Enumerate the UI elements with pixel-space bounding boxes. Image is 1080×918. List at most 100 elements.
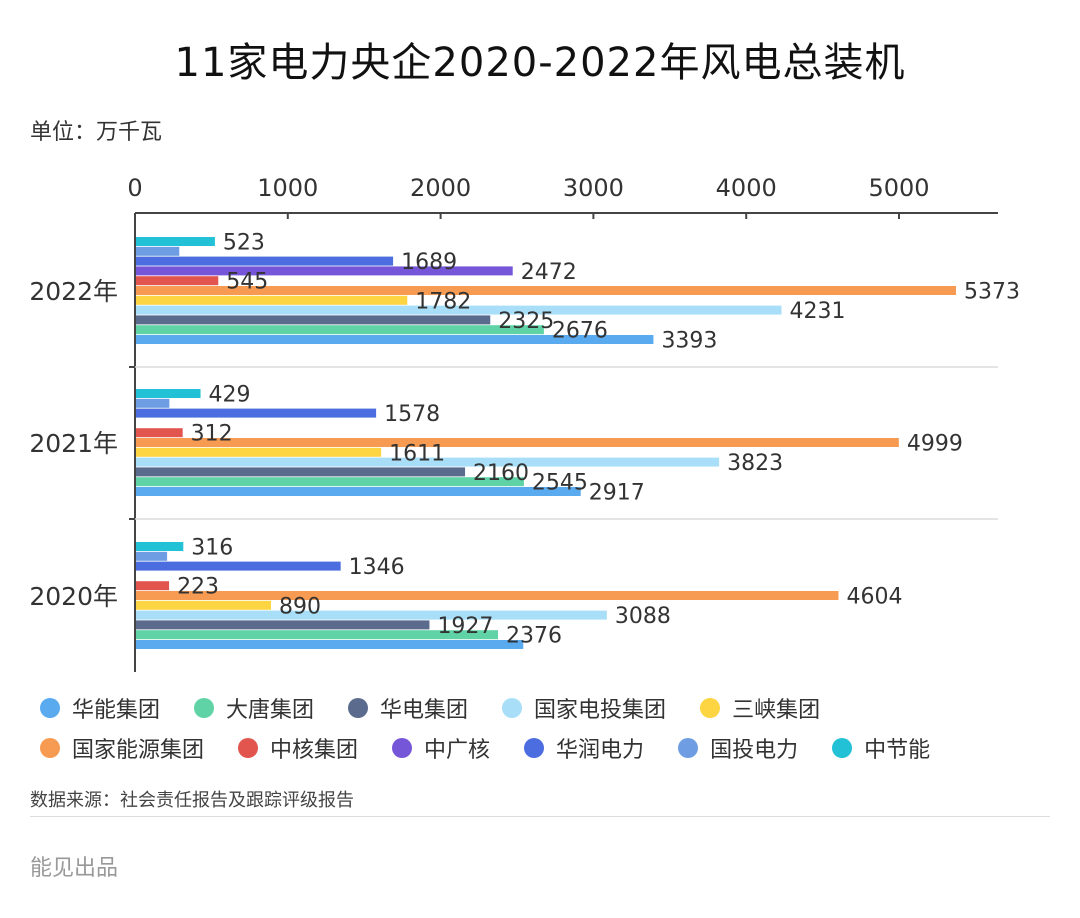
bar-国投电力 xyxy=(136,246,180,256)
bar-华能集团 xyxy=(136,335,654,344)
legend: 华能集团 大唐集团 华电集团 国家电投集团 三峡集团 国家能源集团 中核集团 中广核 华润电力… xyxy=(40,688,1060,768)
bar-中核集团 xyxy=(136,276,219,286)
bar-chart: 0 1000 2000 3000 4000 5000 2022年 523 1689 2472 545… xyxy=(29,174,1020,672)
legend-item: 中核集团 xyxy=(238,732,358,764)
brand-label: 能见出品 xyxy=(30,856,119,881)
legend-item: 国家电投集团 xyxy=(502,692,666,724)
bar-中节能 xyxy=(136,389,201,398)
legend-swatch xyxy=(40,738,60,758)
legend-label: 中节能 xyxy=(864,738,931,763)
legend-item: 中广核 xyxy=(392,732,490,764)
bar-国家电投集团 xyxy=(136,305,782,315)
legend-item: 华能集团 xyxy=(40,692,160,724)
data-label: 890 xyxy=(279,594,321,619)
legend-item: 大唐集团 xyxy=(194,692,314,724)
legend-label: 中核集团 xyxy=(270,738,359,763)
data-label: 2325 xyxy=(498,309,554,334)
data-label: 3088 xyxy=(615,604,671,629)
data-label: 429 xyxy=(209,383,251,408)
x-tick-label: 4000 xyxy=(716,174,777,202)
legend-item: 中节能 xyxy=(832,732,930,764)
bar-大唐集团 xyxy=(136,477,524,487)
bar-华能集团 xyxy=(136,487,581,496)
bar-中核集团 xyxy=(136,581,170,591)
bar-国投电力 xyxy=(136,551,168,561)
bar-华润电力 xyxy=(136,561,341,571)
legend-label: 中广核 xyxy=(424,738,491,763)
legend-label: 华电集团 xyxy=(380,698,469,723)
legend-swatch xyxy=(700,698,721,718)
data-label: 4231 xyxy=(789,299,845,324)
data-label: 2376 xyxy=(506,624,562,649)
x-tick-label: 5000 xyxy=(868,174,929,202)
data-label: 3823 xyxy=(727,451,783,476)
bar-中节能 xyxy=(136,542,184,551)
data-label: 1346 xyxy=(349,555,405,580)
legend-row: 国家能源集团 中核集团 中广核 华润电力 国投电力 中节能 xyxy=(40,728,1060,768)
legend-item: 华润电力 xyxy=(524,732,644,764)
bar-三峡集团 xyxy=(136,447,382,457)
legend-label: 华能集团 xyxy=(72,698,161,723)
bar-国家电投集团 xyxy=(136,610,607,620)
legend-swatch xyxy=(392,738,413,758)
bar-华电集团 xyxy=(136,467,466,477)
bar-大唐集团 xyxy=(136,630,499,640)
legend-swatch xyxy=(502,698,523,718)
bar-国家能源集团 xyxy=(136,591,839,600)
legend-item: 国家能源集团 xyxy=(40,732,204,764)
legend-label: 大唐集团 xyxy=(226,698,315,723)
bar-华电集团 xyxy=(136,620,430,630)
bar-国投电力 xyxy=(136,398,170,408)
data-label: 1578 xyxy=(384,402,440,427)
data-label: 2676 xyxy=(552,319,608,344)
legend-swatch xyxy=(348,698,369,718)
data-label: 312 xyxy=(191,422,233,447)
legend-item: 三峡集团 xyxy=(700,692,820,724)
data-label: 2160 xyxy=(473,461,529,486)
legend-item: 国投电力 xyxy=(678,732,798,764)
legend-swatch xyxy=(40,698,60,718)
bar-华能集团 xyxy=(136,640,524,649)
x-tick-label: 3000 xyxy=(563,174,624,202)
data-label: 1782 xyxy=(415,289,471,314)
data-label: 545 xyxy=(226,270,268,295)
category-label: 2021年 xyxy=(29,429,118,458)
bar-中核集团 xyxy=(136,428,183,438)
data-label: 2472 xyxy=(521,260,577,285)
data-label: 1611 xyxy=(389,441,445,466)
data-label: 4604 xyxy=(846,585,902,610)
legend-swatch xyxy=(524,738,545,758)
legend-label: 国家电投集团 xyxy=(534,698,667,723)
data-label: 523 xyxy=(223,231,265,256)
bar-国家电投集团 xyxy=(136,457,720,467)
bar-国家能源集团 xyxy=(136,438,899,447)
x-tick-label: 0 xyxy=(127,174,142,202)
bar-国家能源集团 xyxy=(136,286,956,295)
x-tick-label: 2000 xyxy=(410,174,471,202)
legend-swatch xyxy=(238,738,259,758)
bar-华润电力 xyxy=(136,256,394,266)
category-label: 2022年 xyxy=(29,277,118,306)
bar-华润电力 xyxy=(136,408,377,418)
legend-label: 华润电力 xyxy=(556,738,645,763)
x-tick-label: 1000 xyxy=(257,174,318,202)
legend-label: 国投电力 xyxy=(710,738,799,763)
data-label: 2545 xyxy=(532,471,588,496)
bar-三峡集团 xyxy=(136,295,408,305)
bar-大唐集团 xyxy=(136,325,544,335)
data-label: 223 xyxy=(177,575,219,600)
bar-华电集团 xyxy=(136,315,491,325)
legend-row: 华能集团 大唐集团 华电集团 国家电投集团 三峡集团 xyxy=(40,688,1060,728)
bar-中节能 xyxy=(136,237,215,246)
legend-swatch xyxy=(832,738,853,758)
data-label: 5373 xyxy=(964,280,1020,305)
bar-三峡集团 xyxy=(136,600,271,610)
legend-swatch xyxy=(678,738,699,758)
data-label: 316 xyxy=(191,536,233,561)
data-source: 数据来源：社会责任报告及跟踪评级报告 xyxy=(30,790,354,811)
chart-title: 11家电力央企2020-2022年风电总装机 xyxy=(174,40,906,86)
data-label: 4999 xyxy=(907,432,963,457)
bar-中广核 xyxy=(136,266,513,276)
data-label: 1689 xyxy=(401,250,457,275)
legend-label: 国家能源集团 xyxy=(72,738,205,763)
